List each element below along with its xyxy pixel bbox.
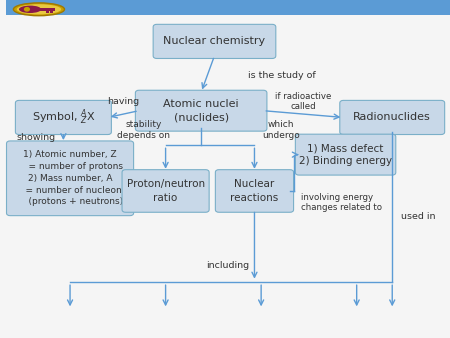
- Text: stability
depends on: stability depends on: [117, 120, 170, 140]
- FancyBboxPatch shape: [340, 100, 445, 135]
- Text: Atomic nuclei
(nuclides): Atomic nuclei (nuclides): [163, 99, 239, 122]
- Bar: [38, 8, 55, 11]
- Bar: [5, 0, 450, 15]
- FancyBboxPatch shape: [122, 170, 209, 212]
- Text: used in: used in: [401, 212, 436, 221]
- Bar: [46, 11, 49, 13]
- Circle shape: [24, 7, 30, 11]
- Text: 1) Mass defect
2) Binding energy: 1) Mass defect 2) Binding energy: [299, 143, 392, 166]
- Text: which
undergo: which undergo: [262, 120, 300, 140]
- Text: 1) Atomic number, Z
    = number of protons
2) Mass number, A
    = number of nu: 1) Atomic number, Z = number of protons …: [14, 150, 126, 207]
- Text: including: including: [206, 261, 249, 270]
- FancyBboxPatch shape: [15, 100, 112, 135]
- Ellipse shape: [19, 6, 41, 13]
- FancyBboxPatch shape: [135, 90, 267, 131]
- Text: Nuclear chemistry: Nuclear chemistry: [163, 37, 266, 46]
- Bar: [50, 11, 53, 13]
- Ellipse shape: [17, 4, 61, 15]
- Text: if radioactive
called: if radioactive called: [275, 92, 332, 111]
- FancyBboxPatch shape: [216, 170, 293, 212]
- Text: Radionuclides: Radionuclides: [353, 113, 431, 122]
- Text: Proton/neutron
ratio: Proton/neutron ratio: [126, 179, 205, 202]
- Ellipse shape: [14, 3, 64, 16]
- Text: having: having: [107, 97, 140, 106]
- FancyBboxPatch shape: [6, 141, 134, 216]
- FancyBboxPatch shape: [153, 24, 276, 58]
- Text: showing: showing: [17, 133, 56, 142]
- Text: is the study of: is the study of: [248, 71, 315, 79]
- FancyBboxPatch shape: [295, 134, 396, 175]
- Text: involving energy
changes related to: involving energy changes related to: [301, 193, 382, 213]
- Text: Nuclear
reactions: Nuclear reactions: [230, 179, 279, 202]
- Text: Symbol, $^A_Z$X: Symbol, $^A_Z$X: [32, 108, 95, 127]
